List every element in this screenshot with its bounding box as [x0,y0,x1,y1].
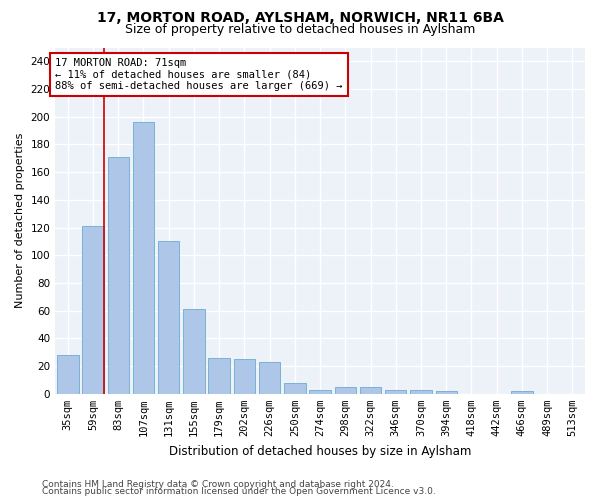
Bar [233,359,255,394]
Bar [183,310,205,394]
Bar [133,122,154,394]
Bar [511,391,533,394]
Bar [385,390,406,394]
Bar [436,391,457,394]
Bar [360,387,381,394]
Text: Contains public sector information licensed under the Open Government Licence v3: Contains public sector information licen… [42,487,436,496]
Bar [107,157,129,394]
Bar [335,387,356,394]
Text: Contains HM Land Registry data © Crown copyright and database right 2024.: Contains HM Land Registry data © Crown c… [42,480,394,489]
Text: 17 MORTON ROAD: 71sqm
← 11% of detached houses are smaller (84)
88% of semi-deta: 17 MORTON ROAD: 71sqm ← 11% of detached … [55,58,343,91]
Bar [259,362,280,394]
X-axis label: Distribution of detached houses by size in Aylsham: Distribution of detached houses by size … [169,444,471,458]
Bar [310,390,331,394]
Text: Size of property relative to detached houses in Aylsham: Size of property relative to detached ho… [125,22,475,36]
Bar [82,226,104,394]
Y-axis label: Number of detached properties: Number of detached properties [15,133,25,308]
Bar [208,358,230,394]
Bar [57,355,79,394]
Bar [158,242,179,394]
Text: 17, MORTON ROAD, AYLSHAM, NORWICH, NR11 6BA: 17, MORTON ROAD, AYLSHAM, NORWICH, NR11 … [97,12,503,26]
Bar [284,382,305,394]
Bar [410,390,432,394]
